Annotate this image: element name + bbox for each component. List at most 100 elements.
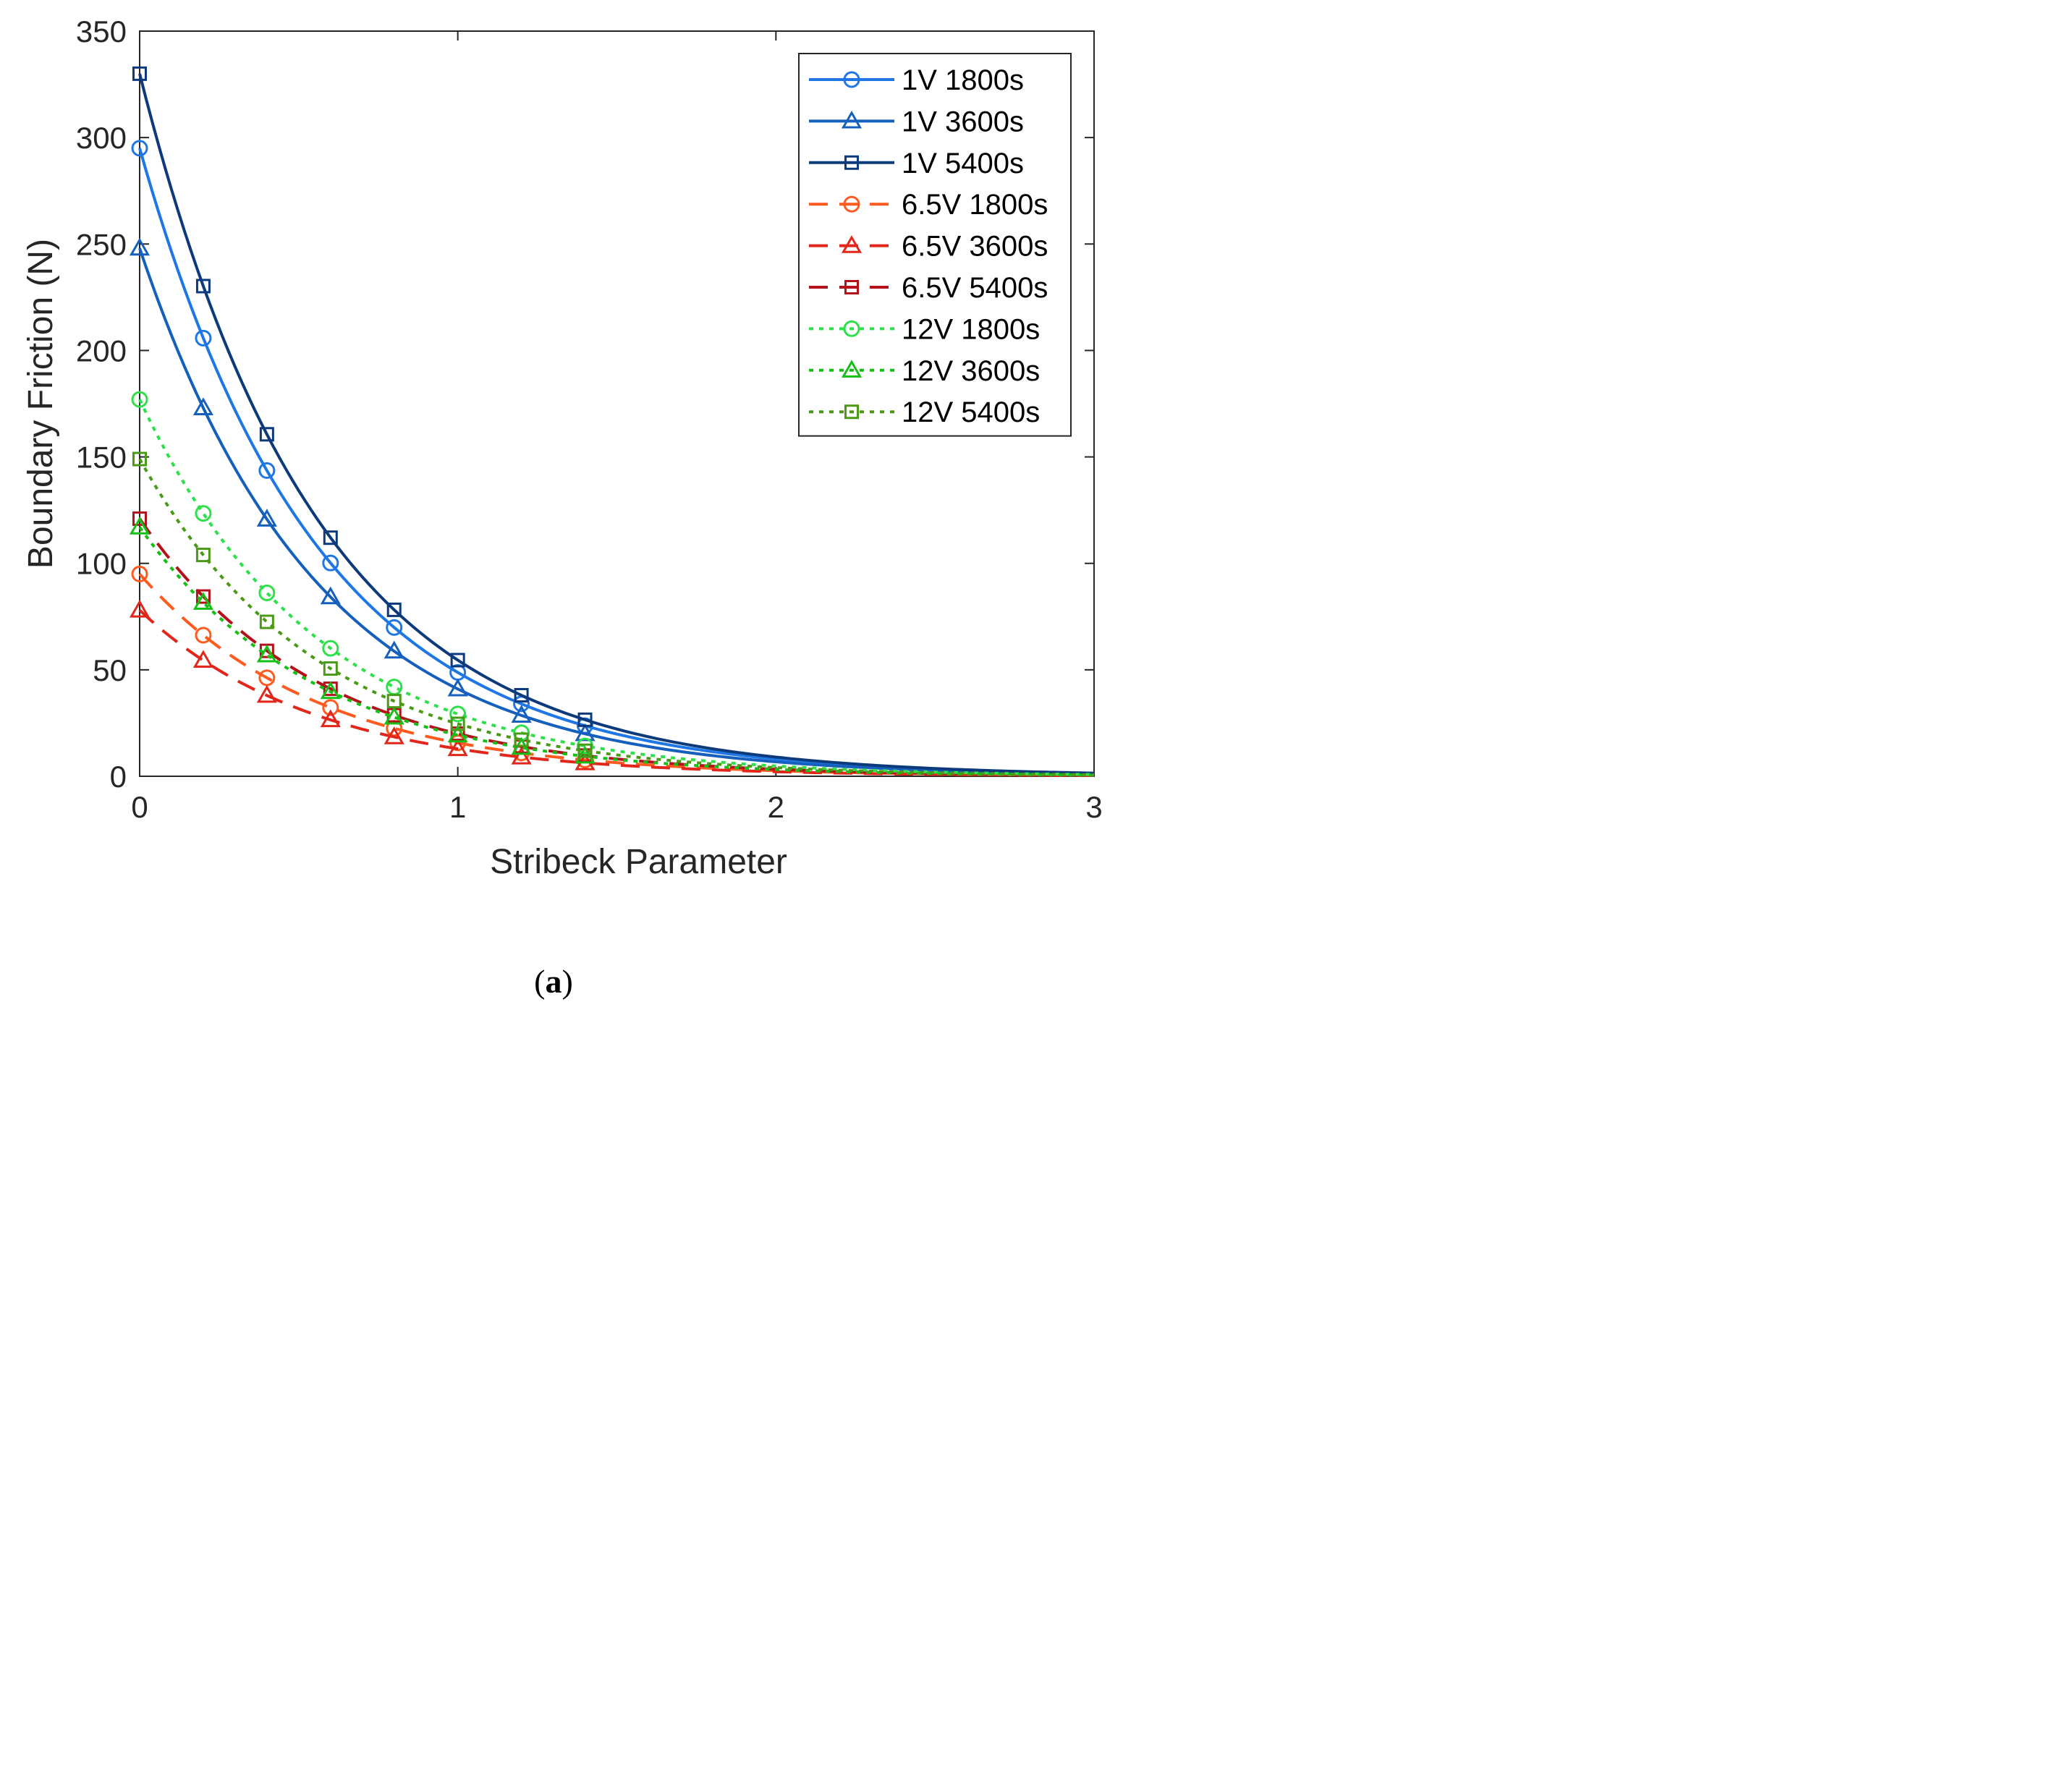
y-tick-label: 350 (76, 14, 127, 48)
data-point-circle (386, 619, 403, 636)
x-tick-label: 2 (768, 790, 784, 824)
data-point-square (514, 688, 529, 703)
axes-box (139, 30, 1095, 777)
data-point-circle (131, 140, 148, 157)
data-point-square (259, 427, 274, 442)
y-tick-label: 250 (76, 227, 127, 261)
legend-entry-label: 6.5V 5400s (902, 272, 1048, 304)
series-line (138, 608, 1095, 777)
series-line (138, 247, 1095, 776)
series-line (138, 517, 1095, 777)
series-12V-3600s (129, 517, 1095, 777)
series-1V-5400s (132, 66, 1095, 775)
data-point-square (386, 694, 402, 709)
data-point-triangle (192, 650, 214, 668)
data-point-square (514, 732, 529, 747)
series-12V-5400s (132, 451, 1095, 777)
series-12V-1800s (131, 391, 1095, 776)
data-point-circle (386, 679, 403, 696)
data-point-circle (322, 699, 339, 716)
y-tick-label: 300 (76, 121, 127, 155)
series-line (138, 458, 1095, 777)
x-tick-label: 3 (1085, 790, 1102, 824)
legend-marker-square (844, 280, 859, 294)
data-point-square (323, 661, 338, 676)
data-point-triangle (320, 681, 341, 700)
legend-marker-triangle (841, 110, 863, 129)
series-6-5V-1800s (131, 565, 1095, 777)
series-6-5V-3600s (129, 599, 1095, 777)
data-point-circle (195, 329, 212, 347)
series-line (138, 73, 1095, 775)
data-point-triangle (129, 237, 151, 256)
data-point-triangle (575, 723, 596, 742)
legend-marker-triangle (841, 235, 863, 253)
series-line (138, 526, 1095, 777)
sublabel-letter: a (545, 963, 562, 1000)
data-point-circle (195, 627, 212, 644)
data-point-triangle (447, 678, 468, 697)
data-point-square (132, 451, 147, 467)
legend-marker-square (844, 155, 859, 170)
legend-entry-label: 12V 1800s (902, 313, 1040, 345)
data-point-square (259, 614, 274, 629)
data-point-triangle (129, 599, 151, 618)
legend-entry-label: 6.5V 3600s (902, 231, 1048, 263)
data-point-triangle (320, 586, 341, 605)
data-point-triangle (447, 724, 468, 743)
legend-marker-circle (843, 320, 860, 337)
legend-entry-label: 1V 5400s (902, 148, 1024, 179)
data-point-square (386, 602, 402, 617)
data-point-square (323, 530, 338, 545)
y-tick-label: 200 (76, 334, 127, 368)
data-point-triangle (256, 684, 277, 703)
sublabel-open: ( (534, 963, 546, 1000)
data-point-triangle (575, 745, 596, 764)
sublabel-close: ) (562, 963, 573, 1000)
legend-marker-circle (843, 71, 860, 88)
data-point-circle (322, 640, 339, 657)
y-tick-label: 150 (76, 441, 127, 475)
data-point-triangle (256, 509, 277, 527)
series-6-5V-5400s (132, 511, 1095, 777)
data-point-triangle (192, 592, 214, 610)
data-point-square (195, 279, 211, 294)
x-axis-label: Stribeck Parameter (490, 843, 787, 881)
data-point-square (195, 548, 211, 563)
legend-entry-label: 1V 3600s (902, 106, 1024, 137)
x-tick-label: 1 (449, 790, 466, 824)
y-tick-label: 50 (93, 653, 127, 687)
legend-entry-label: 1V 1800s (902, 64, 1024, 96)
data-point-triangle (447, 738, 468, 757)
legend-entry-label: 6.5V 1800s (902, 189, 1048, 221)
data-point-circle (195, 505, 212, 522)
data-point-square (132, 511, 147, 526)
data-point-triangle (256, 644, 277, 663)
legend-marker-square (844, 404, 859, 420)
data-point-triangle (383, 726, 404, 744)
legend-entry-label: 12V 5400s (902, 396, 1040, 428)
series-line (138, 573, 1095, 777)
x-tick-label: 0 (131, 790, 148, 824)
data-point-triangle (320, 709, 341, 728)
legend: 1V 1800s 1V 3600s 1V 5400s 6.5V 1800s 6.5V 3… (798, 53, 1072, 437)
series-line (138, 399, 1095, 776)
data-point-circle (322, 554, 339, 572)
data-point-triangle (192, 397, 214, 415)
legend-entry-label: 12V 3600s (902, 355, 1040, 387)
plot-area: 0 1 2 3 0 50 100 150 200 250 300 350 (76, 14, 1103, 824)
data-point-triangle (511, 747, 532, 765)
legend-marker-circle (843, 195, 860, 213)
data-point-circle (258, 462, 276, 479)
data-point-circle (258, 584, 276, 601)
data-point-square (450, 653, 465, 668)
data-point-triangle (383, 640, 404, 659)
data-point-triangle (383, 706, 404, 725)
series-1V-3600s (129, 237, 1095, 776)
data-point-circle (131, 565, 148, 582)
data-point-triangle (511, 705, 532, 723)
y-tick-label: 0 (110, 760, 127, 794)
legend-marker-triangle (841, 360, 863, 378)
